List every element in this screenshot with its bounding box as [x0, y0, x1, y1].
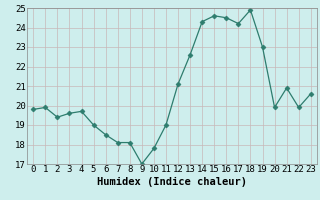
X-axis label: Humidex (Indice chaleur): Humidex (Indice chaleur)	[97, 177, 247, 187]
